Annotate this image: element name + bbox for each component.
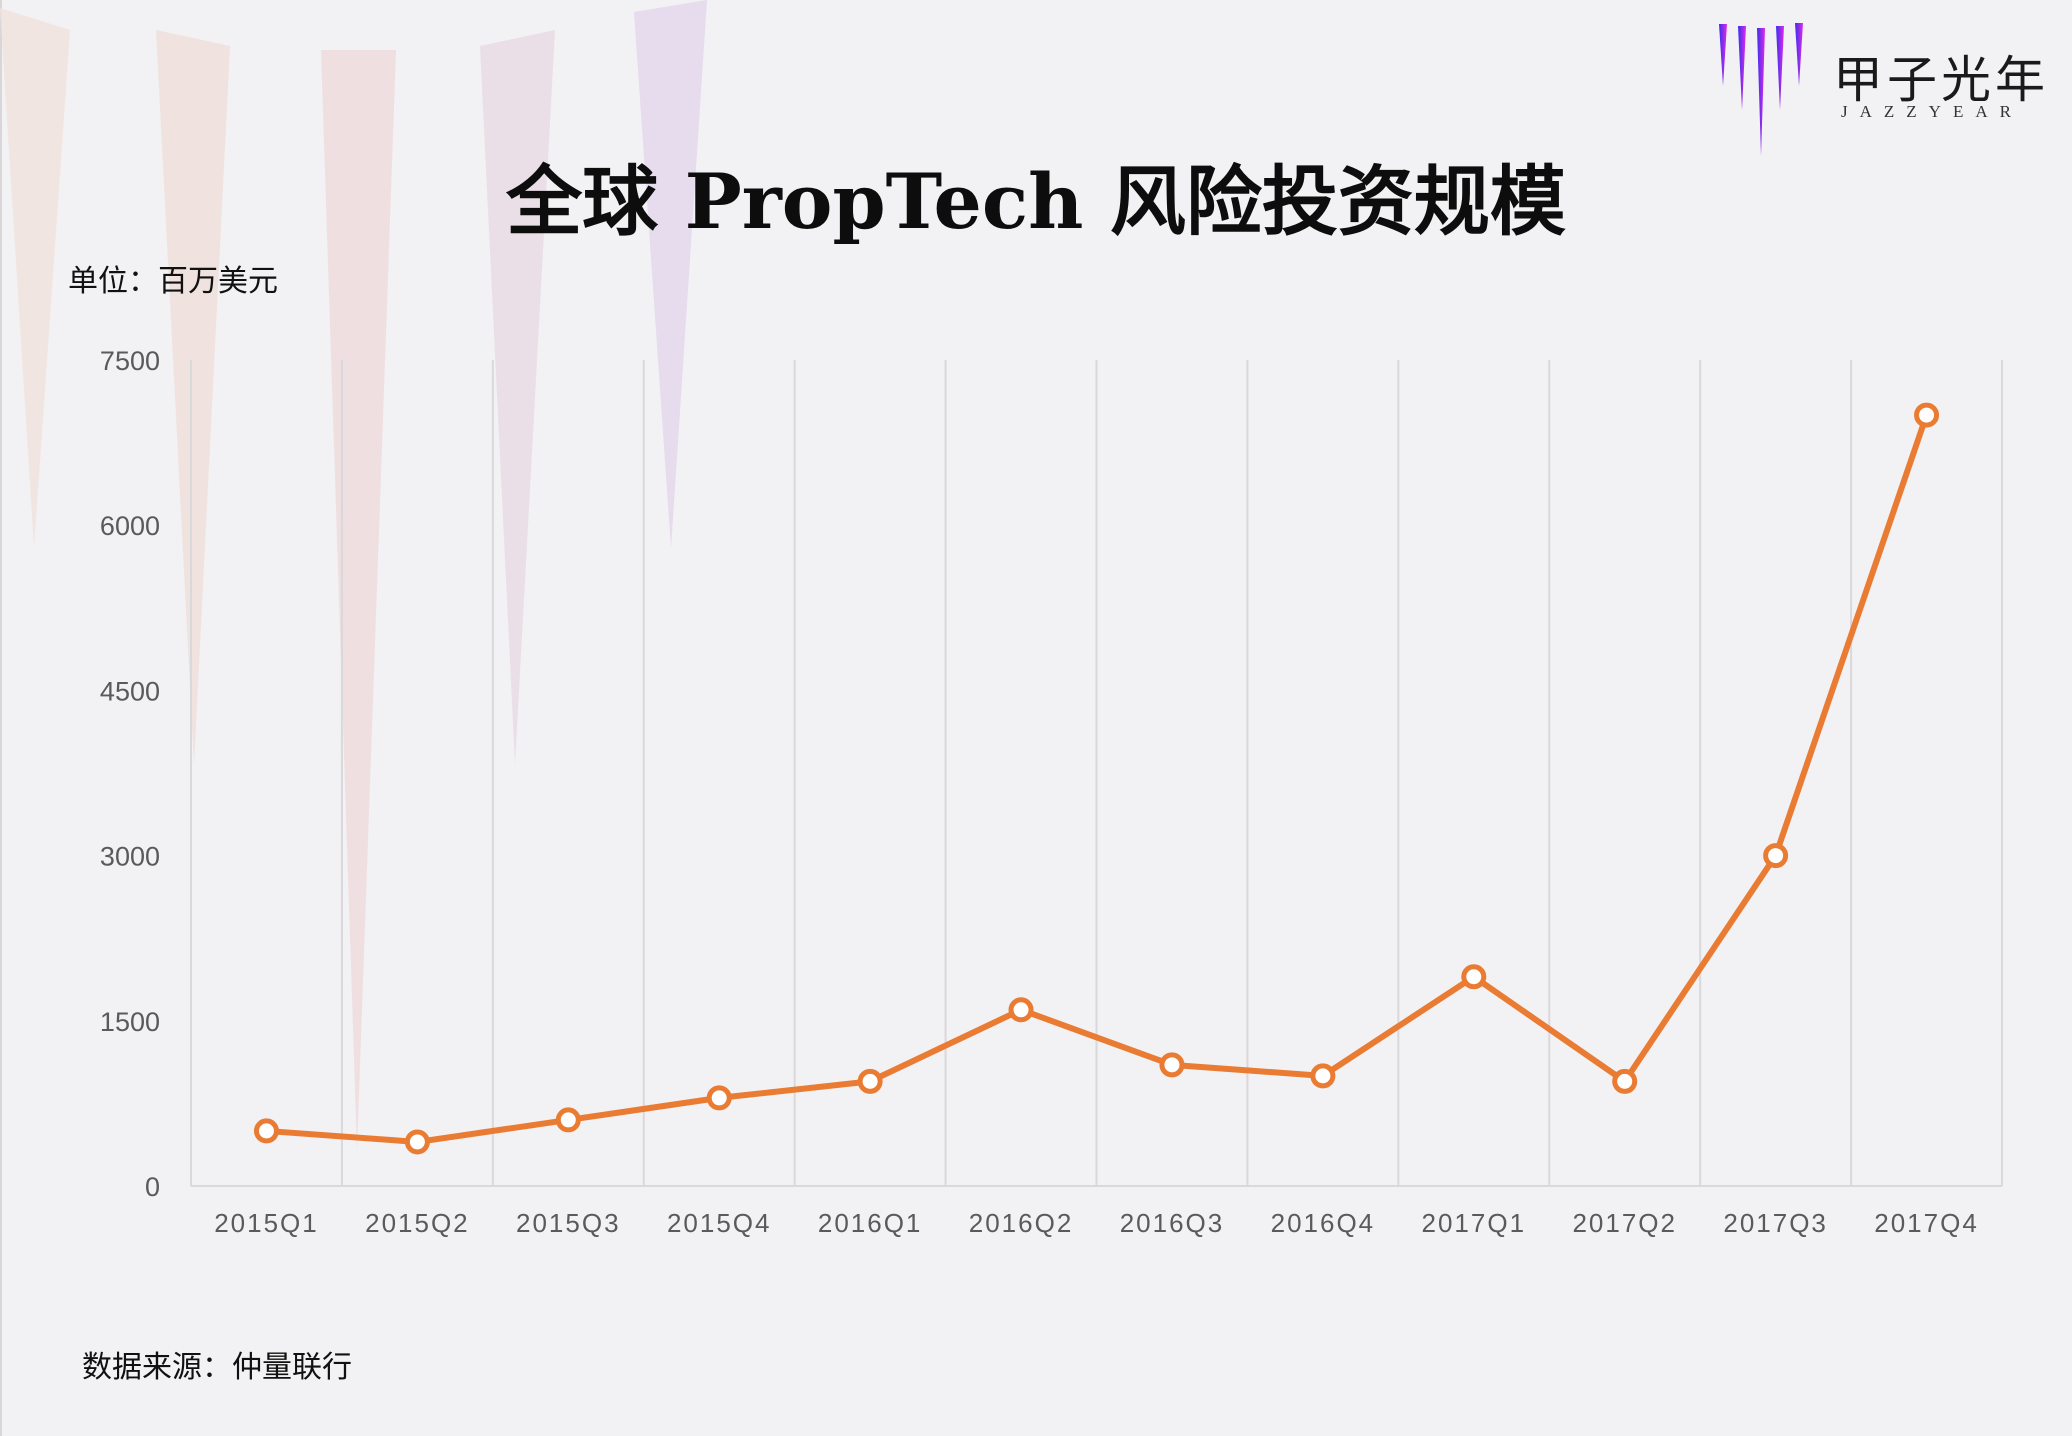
chart-title: 全球 PropTech 风险投资规模	[506, 157, 1566, 246]
x-tick-label: 2017Q3	[1723, 1208, 1828, 1238]
data-point-marker	[1914, 402, 1940, 428]
data-point-marker	[1159, 1052, 1185, 1078]
x-axis: 2015Q1 2015Q2 2015Q3 2015Q4 2016Q1 2016Q2 2016…	[214, 1208, 1979, 1238]
y-axis: 0 1500 3000 4500 6000 7500	[100, 346, 160, 1202]
data-point-marker	[253, 1118, 279, 1144]
data-point-marker	[1612, 1068, 1638, 1094]
data-point-marker	[1763, 843, 1789, 869]
data-markers	[253, 402, 1940, 1155]
series-line	[266, 414, 1930, 1145]
gradient-bars-icon	[1719, 23, 1803, 156]
data-point-marker	[1461, 964, 1487, 990]
logo-name-en: JAZZYEAR	[1841, 102, 2023, 121]
y-tick-label: 6000	[100, 511, 160, 541]
x-tick-label: 2016Q3	[1120, 1208, 1225, 1238]
source-label: 数据来源：仲量联行	[82, 1350, 352, 1385]
data-point-marker	[555, 1107, 581, 1133]
x-tick-label: 2017Q2	[1572, 1208, 1677, 1238]
x-tick-label: 2016Q2	[969, 1208, 1074, 1238]
brand-logo: 甲子光年 JAZZYEAR	[1715, 18, 2055, 158]
y-tick-label: 7500	[100, 346, 160, 376]
data-point-marker	[706, 1085, 732, 1111]
data-point-marker	[1008, 997, 1034, 1023]
data-point-marker	[857, 1068, 883, 1094]
x-tick-label: 2015Q1	[214, 1208, 319, 1238]
y-tick-label: 0	[145, 1172, 160, 1202]
y-tick-label: 3000	[100, 842, 160, 872]
x-tick-label: 2015Q3	[516, 1208, 621, 1238]
x-tick-label: 2015Q2	[365, 1208, 470, 1238]
y-tick-label: 4500	[100, 676, 160, 706]
x-tick-label: 2017Q1	[1422, 1208, 1527, 1238]
data-point-marker	[1310, 1063, 1336, 1089]
unit-label: 单位：百万美元	[68, 264, 278, 299]
data-point-marker	[404, 1129, 430, 1155]
logo-name-cn: 甲子光年	[1833, 51, 2049, 109]
y-tick-label: 1500	[100, 1007, 160, 1037]
x-tick-label: 2016Q4	[1271, 1208, 1376, 1238]
x-tick-label: 2016Q1	[818, 1208, 923, 1238]
x-tick-label: 2017Q4	[1874, 1208, 1979, 1238]
frame-edge	[0, 0, 2, 1436]
chart-grid	[190, 360, 2003, 1187]
x-tick-label: 2015Q4	[667, 1208, 772, 1238]
